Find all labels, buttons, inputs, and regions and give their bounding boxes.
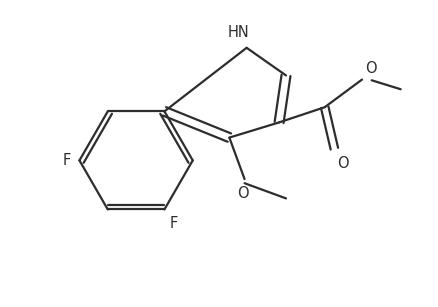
Text: F: F (63, 153, 71, 168)
Text: HN: HN (227, 25, 249, 40)
Text: O: O (337, 156, 349, 171)
Text: F: F (170, 216, 178, 231)
Text: O: O (237, 186, 249, 201)
Text: O: O (365, 61, 376, 76)
